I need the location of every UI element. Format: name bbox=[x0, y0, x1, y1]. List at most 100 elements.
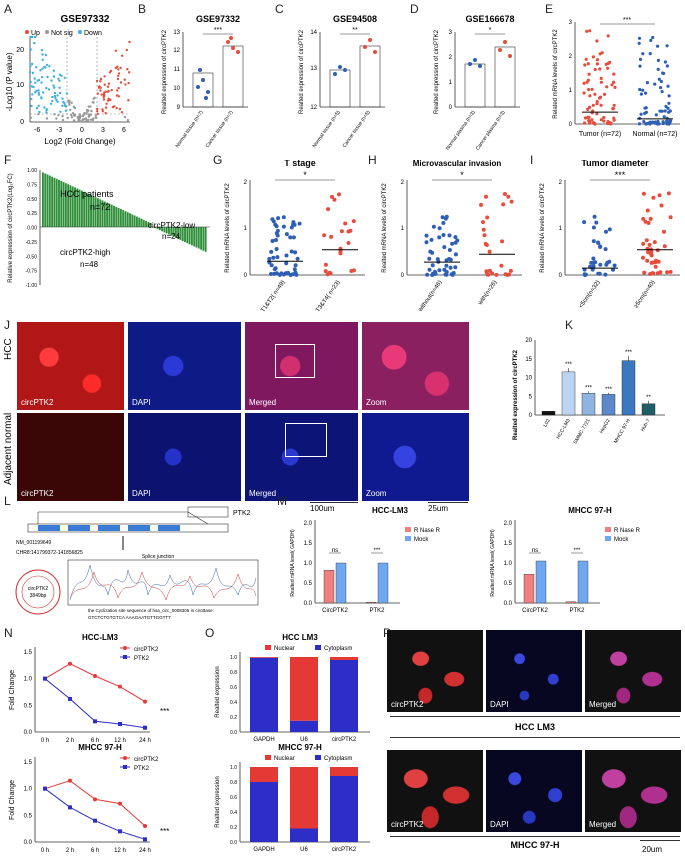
scatter-point bbox=[661, 71, 665, 75]
volcano-point bbox=[77, 120, 80, 123]
volcano-point bbox=[29, 48, 32, 51]
scatter-point bbox=[603, 272, 608, 277]
scatter-point bbox=[657, 77, 661, 81]
volcano-point bbox=[85, 119, 88, 122]
scatter-point bbox=[481, 227, 486, 232]
o-tick: 0.8 bbox=[230, 670, 237, 676]
m-tick: 1.0 bbox=[304, 561, 313, 567]
o-bar-cytoplasm bbox=[290, 720, 318, 732]
volcano-point bbox=[61, 104, 64, 108]
f-tick: 0.75 bbox=[27, 182, 37, 188]
volcano-point bbox=[44, 53, 48, 57]
scatter-point bbox=[602, 119, 606, 123]
n-point bbox=[68, 696, 72, 701]
scatter-point bbox=[667, 101, 671, 105]
o-bar-nuclear bbox=[290, 657, 318, 721]
scatter-point bbox=[583, 116, 588, 120]
m-sig: *** bbox=[573, 548, 581, 554]
volcano-point bbox=[72, 119, 76, 122]
waterfall-bar bbox=[133, 215, 136, 227]
scatter-point bbox=[332, 197, 337, 202]
m-bar bbox=[377, 562, 389, 604]
svg-text:3849bp: 3849bp bbox=[30, 593, 47, 599]
waterfall-bar bbox=[138, 217, 141, 227]
scatter-point bbox=[638, 87, 642, 92]
f-tick: -0.75 bbox=[26, 269, 38, 275]
scatter-point bbox=[451, 271, 456, 275]
scatter-point bbox=[582, 267, 587, 272]
volcano-point bbox=[43, 65, 46, 69]
svg-text:circPTK2: circPTK2 bbox=[134, 757, 159, 763]
n-point bbox=[143, 699, 147, 704]
n-point bbox=[68, 778, 72, 783]
volcano-point bbox=[30, 62, 34, 66]
volcano-point bbox=[53, 91, 57, 95]
svg-text:13: 13 bbox=[173, 30, 180, 36]
m-tick: 1.5 bbox=[304, 541, 313, 547]
svg-text:Realted expression: Realted expression bbox=[215, 776, 221, 827]
volcano-point bbox=[29, 116, 32, 119]
waterfall-bar bbox=[177, 227, 180, 239]
waterfall-bar bbox=[184, 227, 186, 243]
svg-text:***: *** bbox=[160, 827, 169, 836]
scatter-point bbox=[441, 221, 446, 225]
volcano-point bbox=[117, 95, 121, 98]
svg-text:6: 6 bbox=[122, 127, 126, 134]
scatter-point bbox=[590, 118, 594, 122]
scatter-point bbox=[481, 220, 485, 225]
volcano-point bbox=[81, 114, 85, 118]
waterfall-bar bbox=[85, 192, 88, 227]
k-tick: 10 bbox=[525, 376, 532, 382]
volcano-point bbox=[117, 74, 120, 77]
k-sig: *** bbox=[605, 387, 613, 393]
panel-label-h: H bbox=[368, 153, 377, 167]
scatter-point bbox=[272, 271, 277, 276]
scatter-point bbox=[649, 38, 653, 42]
svg-text:-6: -6 bbox=[34, 127, 40, 134]
svg-text:GTCTCTGTGTCA AAAGAATGTTGGTTT: GTCTCTGTGTCA AAAGAATGTTGGTTT bbox=[88, 615, 171, 620]
n-xtick: 24 h bbox=[139, 738, 151, 744]
volcano-point bbox=[60, 74, 63, 78]
chart-m-left: HCC-LM3 0.0 0.5 1.0 1.5 2.0 ns *** R Nase R M… bbox=[290, 506, 441, 614]
scatter-point bbox=[663, 109, 667, 113]
scatter-point bbox=[651, 35, 655, 40]
svg-text:CHR8:141799372-141856825: CHR8:141799372-141856825 bbox=[16, 550, 83, 556]
scalebar-100um: 100um bbox=[310, 504, 335, 513]
volcano-point bbox=[46, 75, 49, 79]
svg-text:Realted mRNA level( GAPDH): Realted mRNA level( GAPDH) bbox=[290, 529, 296, 597]
svg-text:Realted mRNA level( GAPDH): Realted mRNA level( GAPDH) bbox=[490, 529, 496, 597]
svg-text:the Cyclization site sequence: the Cyclization site sequence of hsa_cir… bbox=[88, 608, 214, 613]
n-point bbox=[143, 824, 147, 828]
scatter-point bbox=[591, 225, 596, 230]
svg-text:GSE94508: GSE94508 bbox=[333, 14, 377, 24]
volcano-point bbox=[53, 113, 56, 116]
volcano-point bbox=[126, 68, 129, 71]
volcano-point bbox=[29, 35, 32, 39]
chart-o-bottom: MHCC 97-H Nuclear Cytoplasm 0.0 0.2 0.4 0.6… bbox=[215, 743, 370, 853]
svg-text:1: 1 bbox=[569, 88, 573, 94]
scatter-point bbox=[598, 67, 602, 71]
k-tick: 5 bbox=[529, 394, 533, 400]
volcano-point bbox=[91, 101, 95, 104]
svg-text:Cancer tissue (n=5): Cancer tissue (n=5) bbox=[342, 109, 372, 149]
f-tick: 1.00 bbox=[27, 168, 37, 174]
svg-text:3: 3 bbox=[569, 20, 573, 26]
chart-o-top: HCC LM3 Nuclear Cytoplasm 0.0 0.2 0.4 0.6 0.… bbox=[215, 633, 370, 743]
waterfall-bar bbox=[48, 175, 51, 227]
scatter-point bbox=[293, 263, 298, 268]
volcano-point bbox=[70, 116, 74, 119]
scatter-point bbox=[430, 273, 435, 277]
waterfall-bar bbox=[124, 211, 127, 227]
f-tick: 0.25 bbox=[27, 211, 37, 217]
volcano-point bbox=[39, 69, 42, 72]
waterfall-bar bbox=[186, 227, 189, 244]
waterfall-bar bbox=[142, 219, 145, 227]
svg-text:Tumor diameter: Tumor diameter bbox=[581, 160, 649, 168]
scatter-point bbox=[351, 219, 356, 224]
waterfall-bar bbox=[154, 227, 157, 229]
svg-text:circPTK2: circPTK2 bbox=[28, 586, 49, 592]
scatter-point bbox=[654, 258, 658, 263]
volcano-point bbox=[69, 108, 72, 112]
scatter-point bbox=[638, 57, 643, 62]
scatter-point bbox=[657, 193, 662, 198]
